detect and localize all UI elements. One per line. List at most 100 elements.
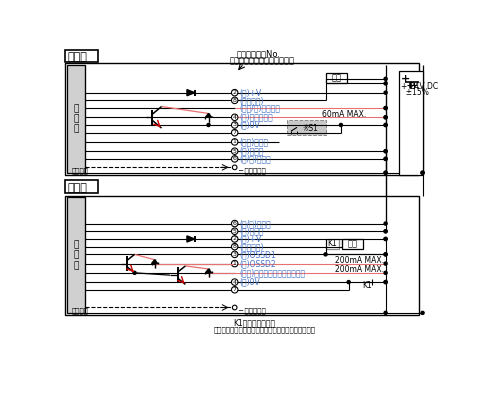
Circle shape (384, 116, 387, 119)
Text: 6: 6 (233, 221, 236, 226)
Circle shape (232, 220, 238, 227)
Text: ─ 外部接続例: ─ 外部接続例 (238, 167, 266, 174)
Text: 6: 6 (233, 156, 236, 161)
Circle shape (384, 157, 387, 160)
Text: 主
回
路: 主 回 路 (74, 240, 79, 270)
Circle shape (384, 150, 387, 153)
Bar (66, 50, 98, 62)
Circle shape (384, 77, 387, 80)
Text: 3: 3 (232, 252, 236, 257)
Text: ±15%: ±15% (401, 88, 429, 97)
Text: 受光器: 受光器 (68, 183, 87, 193)
Text: 4: 4 (232, 115, 236, 120)
Text: 接続ケーブルのリード線の色: 接続ケーブルのリード線の色 (230, 56, 294, 66)
Circle shape (232, 236, 238, 242)
Polygon shape (152, 260, 158, 264)
Circle shape (384, 106, 387, 110)
Text: 内部回路: 内部回路 (72, 307, 88, 314)
Text: 8: 8 (233, 244, 236, 249)
Text: (薄紫)無接続: (薄紫)無接続 (240, 138, 268, 146)
Text: (青)0V: (青)0V (240, 278, 260, 286)
Text: 負荷: 負荷 (348, 240, 358, 248)
Polygon shape (187, 236, 194, 242)
Circle shape (384, 150, 387, 153)
Text: (橙/黒)同期－: (橙/黒)同期－ (240, 154, 271, 163)
Text: 負荷: 負荷 (332, 74, 342, 82)
Text: (橙)同期＋: (橙)同期＋ (240, 227, 264, 236)
Circle shape (340, 124, 342, 126)
Circle shape (232, 139, 238, 145)
Text: 1: 1 (233, 140, 236, 144)
Circle shape (384, 311, 387, 314)
Circle shape (384, 253, 387, 256)
Text: 7: 7 (232, 287, 236, 292)
Text: ※S1: ※S1 (302, 124, 318, 133)
Circle shape (232, 148, 238, 154)
Circle shape (384, 106, 387, 110)
Circle shape (232, 97, 238, 104)
Text: コネクタピンNo.: コネクタピンNo. (237, 50, 281, 59)
Circle shape (324, 253, 327, 256)
Circle shape (384, 230, 387, 233)
Text: 60mA MAX.: 60mA MAX. (322, 110, 366, 119)
Text: 3: 3 (232, 122, 236, 128)
Text: ─ 外部接続例: ─ 外部接続例 (238, 307, 266, 314)
Circle shape (232, 251, 238, 258)
Circle shape (232, 165, 237, 170)
Text: 5: 5 (233, 229, 236, 234)
Circle shape (232, 305, 237, 310)
Circle shape (384, 124, 387, 126)
Circle shape (384, 230, 387, 233)
Text: (茶)+V: (茶)+V (240, 88, 262, 97)
Circle shape (421, 171, 424, 174)
Text: (橙)同期＋: (橙)同期＋ (240, 147, 264, 156)
Circle shape (384, 91, 387, 94)
Circle shape (384, 124, 387, 126)
Text: (青)0V: (青)0V (240, 120, 260, 130)
Circle shape (384, 222, 387, 225)
Bar (287, 120, 326, 135)
Bar (67, 65, 86, 173)
Circle shape (207, 124, 210, 126)
Circle shape (384, 271, 387, 274)
Text: (黄緑)外部デバイスモニタ入力: (黄緑)外部デバイスモニタ入力 (240, 268, 306, 277)
Text: 200mA MAX.: 200mA MAX. (335, 256, 384, 265)
Text: (茶)+V: (茶)+V (240, 234, 262, 244)
Text: 主
回
路: 主 回 路 (74, 104, 79, 134)
Text: 4: 4 (232, 280, 236, 284)
Circle shape (232, 244, 238, 250)
Text: (シールド): (シールド) (240, 96, 264, 105)
Circle shape (384, 262, 387, 265)
Circle shape (384, 238, 387, 240)
Circle shape (421, 171, 424, 174)
Text: (橙/黒)同期－: (橙/黒)同期－ (240, 219, 271, 228)
Text: 7: 7 (232, 130, 236, 135)
Bar (326, 239, 340, 249)
Polygon shape (206, 269, 212, 273)
Text: (桃)テスト入力: (桃)テスト入力 (240, 113, 273, 122)
Circle shape (232, 156, 238, 162)
Circle shape (232, 228, 238, 234)
Text: +: + (401, 74, 410, 84)
Text: K1: K1 (362, 281, 372, 290)
Circle shape (347, 280, 350, 284)
Circle shape (384, 238, 387, 240)
Circle shape (232, 130, 238, 136)
Text: K1: K1 (328, 240, 338, 248)
Bar (66, 63, 420, 175)
Circle shape (232, 122, 238, 128)
Circle shape (384, 171, 387, 174)
Circle shape (232, 279, 238, 285)
Text: (黒)OSSD1: (黒)OSSD1 (240, 250, 276, 259)
Text: + 24V DC: + 24V DC (401, 82, 438, 91)
Text: 2: 2 (232, 90, 236, 95)
Circle shape (232, 114, 238, 120)
Polygon shape (206, 114, 212, 117)
Circle shape (384, 280, 387, 284)
Text: K1：外部デバイス: K1：外部デバイス (233, 318, 276, 327)
Circle shape (232, 90, 238, 96)
Circle shape (232, 286, 238, 293)
Bar (66, 180, 98, 193)
Text: （強制ガイド式リレーまたはマグネットコンタクタ）: （強制ガイド式リレーまたはマグネットコンタクタ） (214, 326, 316, 333)
Polygon shape (187, 90, 194, 96)
